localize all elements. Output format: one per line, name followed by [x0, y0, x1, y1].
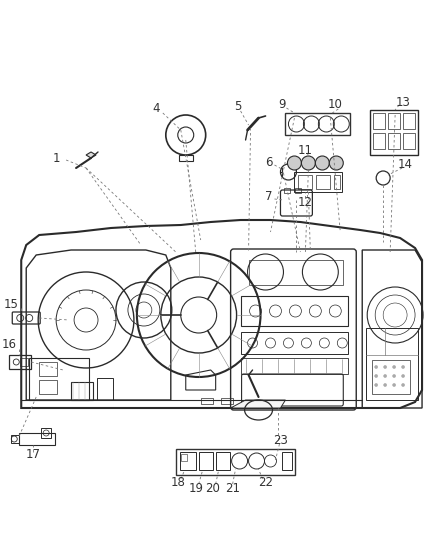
Bar — [298, 175, 312, 189]
Bar — [334, 175, 340, 189]
Text: 5: 5 — [234, 101, 241, 114]
Text: 9: 9 — [279, 99, 286, 111]
Bar — [39, 362, 57, 376]
Circle shape — [384, 366, 387, 368]
Text: 13: 13 — [396, 95, 410, 109]
Text: 19: 19 — [188, 481, 203, 495]
Bar — [11, 435, 19, 443]
Bar — [388, 133, 400, 149]
Text: 6: 6 — [265, 157, 272, 169]
Bar — [221, 398, 233, 404]
Bar — [20, 358, 28, 366]
Bar — [176, 449, 295, 475]
Circle shape — [402, 384, 405, 386]
Circle shape — [392, 366, 396, 368]
Bar — [240, 296, 348, 326]
Bar — [201, 398, 213, 404]
Text: 7: 7 — [265, 190, 272, 204]
Circle shape — [392, 375, 396, 377]
Bar — [373, 113, 385, 129]
Bar — [403, 113, 415, 129]
Bar — [370, 110, 418, 155]
Text: 12: 12 — [298, 196, 313, 208]
Bar — [9, 355, 31, 369]
Polygon shape — [86, 152, 96, 158]
Text: 17: 17 — [26, 448, 41, 462]
Text: 20: 20 — [205, 481, 220, 495]
Bar — [240, 358, 348, 374]
Text: 21: 21 — [225, 481, 240, 495]
Text: 14: 14 — [398, 158, 413, 172]
Bar — [41, 428, 51, 438]
Bar — [286, 113, 350, 135]
Circle shape — [374, 366, 378, 368]
Circle shape — [402, 375, 405, 377]
Text: 22: 22 — [258, 475, 273, 489]
Circle shape — [392, 384, 396, 386]
Text: 10: 10 — [328, 99, 343, 111]
Text: 18: 18 — [170, 475, 185, 489]
Bar — [283, 452, 293, 470]
Bar — [316, 175, 330, 189]
Bar — [372, 360, 410, 394]
Bar — [97, 378, 113, 400]
Bar — [199, 452, 213, 470]
Bar — [248, 260, 343, 285]
Bar — [215, 452, 230, 470]
Bar — [19, 433, 55, 445]
Bar — [366, 328, 418, 400]
Circle shape — [374, 375, 378, 377]
Circle shape — [315, 156, 329, 170]
Bar — [295, 188, 301, 193]
Text: 15: 15 — [4, 298, 19, 311]
Circle shape — [384, 375, 387, 377]
Circle shape — [301, 156, 315, 170]
Text: 23: 23 — [273, 433, 288, 447]
Bar — [180, 452, 196, 470]
Bar — [403, 133, 415, 149]
Circle shape — [329, 156, 343, 170]
Polygon shape — [231, 400, 286, 408]
Bar — [39, 380, 57, 394]
Text: 16: 16 — [2, 337, 17, 351]
Text: 1: 1 — [53, 151, 60, 165]
Circle shape — [374, 384, 378, 386]
Bar — [388, 113, 400, 129]
Circle shape — [402, 366, 405, 368]
Circle shape — [384, 384, 387, 386]
Circle shape — [287, 156, 301, 170]
Bar — [294, 172, 342, 192]
Bar — [373, 133, 385, 149]
Bar — [71, 382, 93, 400]
Text: 11: 11 — [298, 143, 313, 157]
Bar — [179, 155, 193, 161]
Bar — [284, 188, 290, 193]
Bar — [240, 332, 348, 354]
Text: 4: 4 — [152, 101, 159, 115]
Bar — [181, 454, 187, 461]
Bar — [29, 358, 89, 400]
